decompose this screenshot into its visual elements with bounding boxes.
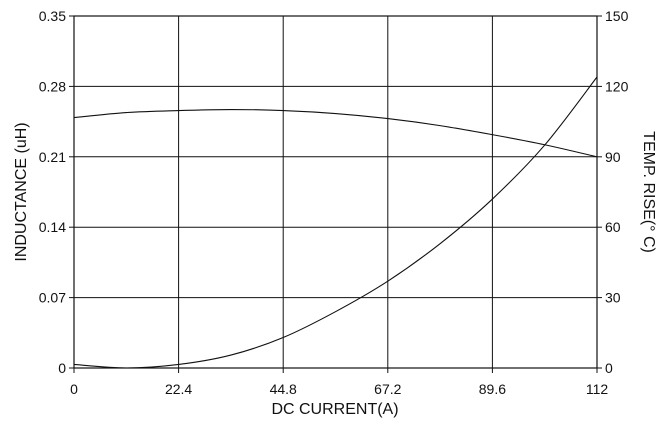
series-layer [73, 76, 598, 369]
y-tick-label: 0.28 [39, 78, 66, 94]
y2-tick-label: 90 [605, 149, 621, 165]
x-tick-label: 0 [70, 381, 78, 397]
x-tick-label: 44.8 [270, 381, 297, 397]
x-tick-label: 112 [586, 381, 609, 397]
y-axis-title: INDUCTANCE (uH) [13, 122, 30, 261]
y2-tick-label: 120 [605, 78, 629, 94]
y2-tick-label: 30 [605, 290, 621, 306]
y2-tick-label: 150 [605, 8, 629, 24]
y-tick-label: 0.14 [39, 219, 66, 235]
grid-layer [74, 16, 597, 368]
inductance-curve [73, 108, 598, 158]
x-tick-label: 89.6 [479, 381, 506, 397]
temperature-rise-curve [73, 76, 598, 369]
x-tick-label: 22.4 [165, 381, 192, 397]
tick-layer: 0 22.4 44.8 67.2 89.6 112 0 0.07 0.14 0.21 0.28 0.3… [39, 8, 629, 397]
y-tick-label: 0.07 [39, 290, 66, 306]
x-axis-title: DC CURRENT(A) [271, 401, 398, 418]
x-tick-label: 67.2 [374, 381, 401, 397]
y-tick-label: 0 [58, 360, 66, 376]
y2-axis-title: TEMP. RISE(° C) [640, 131, 657, 253]
y2-tick-label: 0 [605, 360, 613, 376]
y2-tick-label: 60 [605, 219, 621, 235]
plot-frame [73, 15, 598, 369]
y-tick-label: 0.21 [39, 149, 66, 165]
y-tick-label: 0.35 [39, 8, 66, 24]
